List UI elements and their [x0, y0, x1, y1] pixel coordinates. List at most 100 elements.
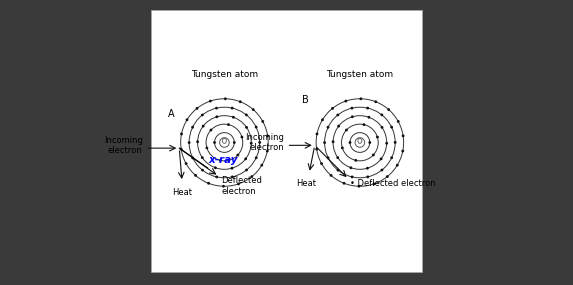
Circle shape: [222, 185, 225, 188]
Circle shape: [351, 107, 354, 109]
Circle shape: [402, 135, 405, 137]
Circle shape: [245, 113, 248, 116]
Circle shape: [363, 123, 366, 126]
Circle shape: [244, 157, 247, 160]
Circle shape: [327, 156, 329, 159]
Circle shape: [372, 182, 375, 185]
Circle shape: [336, 156, 339, 159]
Circle shape: [245, 126, 248, 129]
Circle shape: [368, 141, 371, 144]
Circle shape: [387, 108, 390, 111]
Circle shape: [230, 167, 233, 170]
Circle shape: [215, 176, 218, 178]
Circle shape: [224, 97, 227, 100]
Circle shape: [344, 100, 347, 103]
Circle shape: [185, 162, 187, 165]
Circle shape: [351, 115, 354, 118]
Circle shape: [215, 107, 218, 109]
Circle shape: [237, 182, 240, 185]
Circle shape: [188, 141, 191, 144]
Circle shape: [241, 136, 244, 139]
Circle shape: [315, 148, 318, 150]
Circle shape: [354, 159, 357, 162]
Circle shape: [196, 140, 199, 143]
Circle shape: [266, 135, 269, 137]
Circle shape: [210, 129, 213, 131]
Circle shape: [343, 182, 346, 185]
Circle shape: [320, 162, 323, 165]
Text: Heat: Heat: [296, 179, 316, 188]
Circle shape: [250, 175, 253, 178]
Circle shape: [261, 120, 264, 123]
Text: A: A: [168, 109, 175, 119]
Text: Heat: Heat: [172, 188, 192, 197]
Circle shape: [376, 136, 379, 139]
Text: Tungsten atom: Tungsten atom: [191, 70, 258, 79]
Circle shape: [345, 129, 348, 131]
Circle shape: [214, 166, 217, 169]
Circle shape: [180, 133, 183, 135]
Text: x-ray: x-ray: [209, 155, 238, 165]
Circle shape: [219, 159, 222, 162]
Circle shape: [245, 169, 248, 172]
Circle shape: [260, 164, 263, 167]
Circle shape: [266, 150, 269, 152]
Circle shape: [252, 108, 254, 111]
Circle shape: [337, 125, 340, 128]
Text: Deflected
electron: Deflected electron: [222, 176, 262, 196]
Circle shape: [258, 141, 261, 144]
Circle shape: [180, 148, 183, 150]
FancyBboxPatch shape: [151, 10, 422, 272]
Circle shape: [195, 107, 198, 110]
Circle shape: [367, 116, 370, 119]
Circle shape: [390, 156, 393, 159]
Circle shape: [366, 107, 369, 109]
Circle shape: [359, 97, 362, 100]
Circle shape: [336, 113, 339, 116]
Text: Tungsten atom: Tungsten atom: [326, 70, 394, 79]
Circle shape: [201, 113, 204, 116]
Circle shape: [396, 164, 399, 167]
Circle shape: [380, 126, 383, 129]
Circle shape: [327, 126, 329, 129]
Circle shape: [351, 176, 354, 178]
Text: Incoming
electron: Incoming electron: [104, 136, 143, 155]
Circle shape: [366, 167, 369, 170]
Circle shape: [380, 169, 383, 172]
Circle shape: [227, 123, 230, 126]
Circle shape: [394, 141, 397, 144]
Circle shape: [201, 169, 204, 172]
Circle shape: [255, 126, 258, 129]
Text: B: B: [302, 95, 309, 105]
Circle shape: [401, 150, 404, 152]
Circle shape: [186, 118, 189, 121]
Circle shape: [201, 156, 203, 159]
Circle shape: [215, 115, 218, 118]
Circle shape: [191, 126, 194, 129]
Circle shape: [329, 174, 332, 177]
Circle shape: [374, 100, 377, 103]
Circle shape: [233, 141, 236, 144]
Circle shape: [231, 107, 234, 109]
Circle shape: [321, 118, 324, 121]
Circle shape: [232, 116, 235, 119]
Circle shape: [348, 141, 351, 144]
Circle shape: [250, 142, 253, 145]
Circle shape: [239, 100, 242, 103]
Circle shape: [331, 107, 334, 110]
Circle shape: [358, 185, 360, 188]
Circle shape: [206, 146, 209, 149]
Circle shape: [341, 146, 344, 149]
Circle shape: [332, 140, 335, 143]
Circle shape: [191, 156, 194, 159]
Circle shape: [397, 120, 399, 123]
Circle shape: [380, 157, 383, 160]
Text: Incoming
electron: Incoming electron: [245, 133, 284, 152]
Circle shape: [380, 113, 383, 116]
Circle shape: [231, 176, 234, 178]
Circle shape: [213, 141, 216, 144]
Circle shape: [390, 126, 393, 129]
Text: • Deflected electron: • Deflected electron: [350, 179, 435, 188]
Circle shape: [336, 169, 339, 172]
Circle shape: [350, 166, 352, 169]
